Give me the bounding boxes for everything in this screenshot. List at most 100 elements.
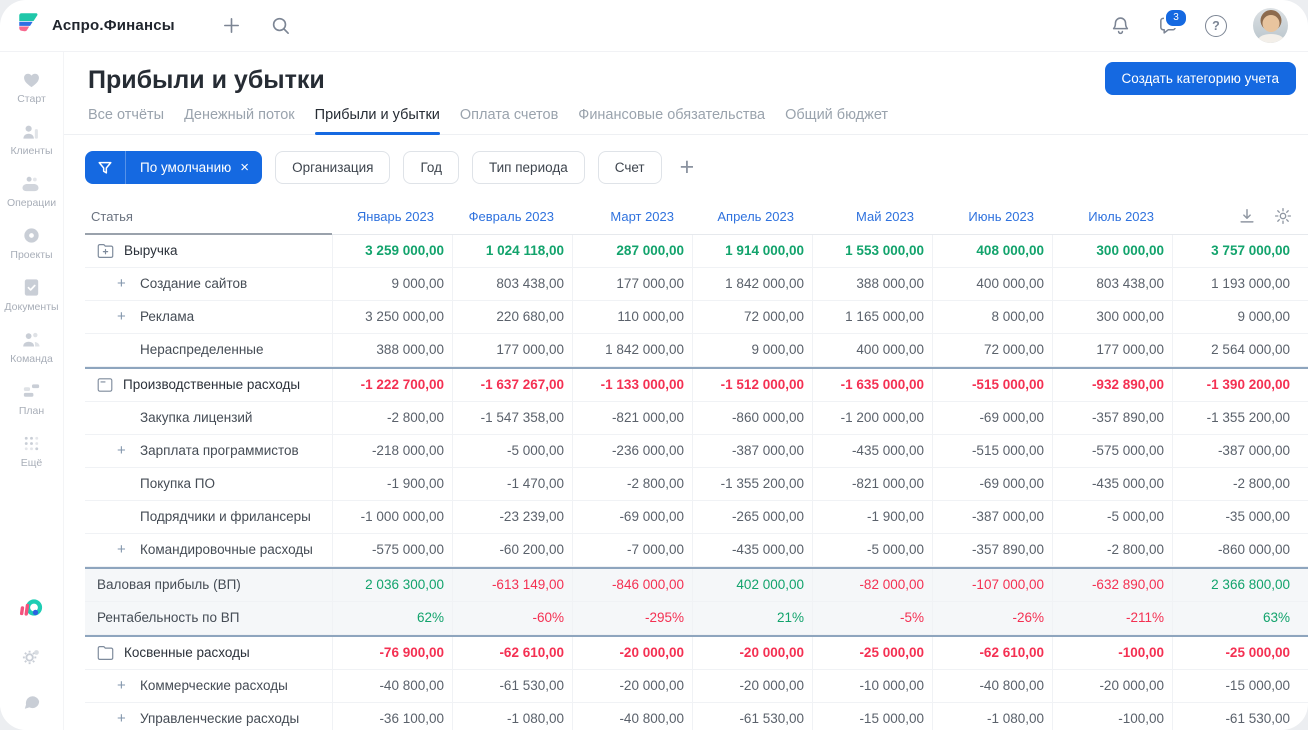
expand-plus-icon[interactable]: +: [117, 442, 126, 459]
value-cell: -1 133 000,00: [572, 369, 692, 402]
filter-chip-account[interactable]: Счет: [597, 151, 662, 184]
sidebar: Старт Клиенты Операции Проекты Документы Кома…: [0, 52, 64, 730]
row-label[interactable]: + Реклама: [85, 301, 332, 334]
value-cell: -1 635 000,00: [812, 369, 932, 402]
column-header-month[interactable]: Июль 2023: [1052, 198, 1172, 235]
sidebar-item-projects[interactable]: Проекты: [0, 224, 64, 261]
value-cell: -846 000,00: [572, 569, 692, 602]
value-cell: 9 000,00: [692, 334, 812, 367]
expand-plus-icon[interactable]: +: [117, 677, 126, 694]
feedback-chat-icon[interactable]: [21, 691, 42, 712]
app-brand[interactable]: Аспро.Финансы: [16, 10, 175, 41]
filter-chip-organization[interactable]: Организация: [275, 151, 391, 184]
filter-chip-year[interactable]: Год: [403, 151, 459, 184]
row-label-text: Нераспределенные: [140, 342, 264, 357]
value-cell: 2 366 800,00: [1172, 569, 1308, 602]
row-label-text: Покупка ПО: [140, 476, 215, 491]
avatar[interactable]: [1253, 8, 1288, 43]
search-icon[interactable]: [270, 15, 291, 36]
row-label[interactable]: Валовая прибыль (ВП): [85, 569, 332, 602]
tab-cash-flow[interactable]: Денежный поток: [184, 107, 295, 123]
column-header-month[interactable]: Январь 2023: [332, 198, 452, 235]
row-label[interactable]: + Создание сайтов: [85, 268, 332, 301]
tab-all-reports[interactable]: Все отчёты: [88, 107, 165, 123]
value-cell: -1 637 267,00: [452, 369, 572, 402]
sidebar-item-operations[interactable]: Операции: [0, 172, 64, 209]
expand-plus-icon[interactable]: +: [117, 541, 126, 558]
expand-plus-icon[interactable]: +: [117, 308, 126, 325]
create-category-button[interactable]: Создать категорию учета: [1104, 62, 1296, 95]
value-cell: -15 000,00: [1172, 670, 1308, 703]
row-label[interactable]: + Командировочные расходы: [85, 534, 332, 567]
row-label[interactable]: Нераспределенные: [85, 334, 332, 367]
expand-plus-icon[interactable]: +: [117, 710, 126, 727]
row-label[interactable]: Выручка: [85, 235, 332, 268]
filter-chip-period-type[interactable]: Тип периода: [471, 151, 585, 184]
sidebar-item-start[interactable]: Старт: [0, 68, 64, 105]
sidebar-item-documents[interactable]: Документы: [0, 276, 64, 313]
expand-plus-icon[interactable]: +: [117, 275, 126, 292]
value-cell: -1 547 358,00: [452, 402, 572, 435]
brand-icon[interactable]: [19, 596, 45, 622]
sidebar-item-team[interactable]: Команда: [0, 328, 64, 365]
sidebar-item-plan[interactable]: План: [0, 380, 64, 417]
value-cell: 300 000,00: [1052, 235, 1172, 268]
tab-invoices[interactable]: Оплата счетов: [459, 107, 559, 123]
tab-pnl[interactable]: Прибыли и убытки: [314, 107, 441, 135]
value-cell: -236 000,00: [572, 435, 692, 468]
gear-icon[interactable]: [1274, 207, 1292, 225]
table-header-actions: [1172, 198, 1308, 235]
value-cell: -1 080,00: [932, 703, 1052, 730]
value-cell: -36 100,00: [332, 703, 452, 730]
column-header-month[interactable]: Июнь 2023: [932, 198, 1052, 235]
row-label[interactable]: Косвенные расходы: [85, 637, 332, 670]
value-cell: -1 080,00: [452, 703, 572, 730]
add-filter-icon[interactable]: +: [679, 153, 695, 181]
row-label[interactable]: Подрядчики и фрилансеры: [85, 501, 332, 534]
funnel-icon[interactable]: [85, 151, 126, 184]
value-cell: -860 000,00: [692, 402, 812, 435]
row-label[interactable]: Закупка лицензий: [85, 402, 332, 435]
column-header-month[interactable]: Апрель 2023: [692, 198, 812, 235]
column-header-month[interactable]: Май 2023: [812, 198, 932, 235]
folder-plus-icon[interactable]: [97, 243, 114, 259]
row-label[interactable]: Рентабельность по ВП: [85, 602, 332, 635]
column-header-month[interactable]: Март 2023: [572, 198, 692, 235]
value-cell: -35 000,00: [1172, 501, 1308, 534]
table-row: Покупка ПО -1 900,00 -1 470,00 -2 800,00 -1 …: [85, 468, 1308, 501]
clients-icon: [21, 120, 42, 142]
sidebar-item-clients[interactable]: Клиенты: [0, 120, 64, 157]
clear-filter-icon[interactable]: ×: [240, 159, 250, 176]
value-cell: 177 000,00: [572, 268, 692, 301]
value-cell: -1 900,00: [332, 468, 452, 501]
value-cell: 220 680,00: [452, 301, 572, 334]
sidebar-item-more[interactable]: Ещё: [0, 432, 64, 469]
row-label[interactable]: + Коммерческие расходы: [85, 670, 332, 703]
table-row: + Зарплата программистов -218 000,00 -5 000…: [85, 435, 1308, 468]
row-label[interactable]: Покупка ПО: [85, 468, 332, 501]
sidebar-item-label: Операции: [6, 197, 57, 209]
note-minus-icon[interactable]: [97, 377, 113, 393]
help-icon[interactable]: ?: [1205, 14, 1227, 37]
row-label[interactable]: + Зарплата программистов: [85, 435, 332, 468]
row-label[interactable]: + Управленческие расходы: [85, 703, 332, 730]
chat-badge: 3: [1164, 8, 1188, 28]
tab-liabilities[interactable]: Финансовые обязательства: [578, 107, 766, 123]
row-label-text: Коммерческие расходы: [140, 678, 288, 693]
column-header-month[interactable]: Февраль 2023: [452, 198, 572, 235]
value-cell: -20 000,00: [692, 637, 812, 670]
row-label[interactable]: Производственные расходы: [85, 369, 332, 402]
add-icon[interactable]: [221, 15, 242, 36]
tab-budget[interactable]: Общий бюджет: [785, 107, 889, 123]
row-label-text: Рентабельность по ВП: [97, 610, 240, 625]
bell-icon[interactable]: [1110, 15, 1131, 36]
folder-icon[interactable]: [97, 645, 114, 661]
chat-icon[interactable]: 3: [1157, 8, 1188, 36]
active-filter-chip[interactable]: По умолчанию ×: [85, 151, 263, 184]
row-label-text: Управленческие расходы: [140, 711, 300, 726]
download-icon[interactable]: [1238, 207, 1256, 225]
value-cell: 9 000,00: [332, 268, 452, 301]
gear-icon[interactable]: [21, 646, 42, 667]
value-cell: -1 390 200,00: [1172, 369, 1308, 402]
tabs-bar: Все отчёты Денежный поток Прибыли и убытки…: [64, 95, 1308, 135]
